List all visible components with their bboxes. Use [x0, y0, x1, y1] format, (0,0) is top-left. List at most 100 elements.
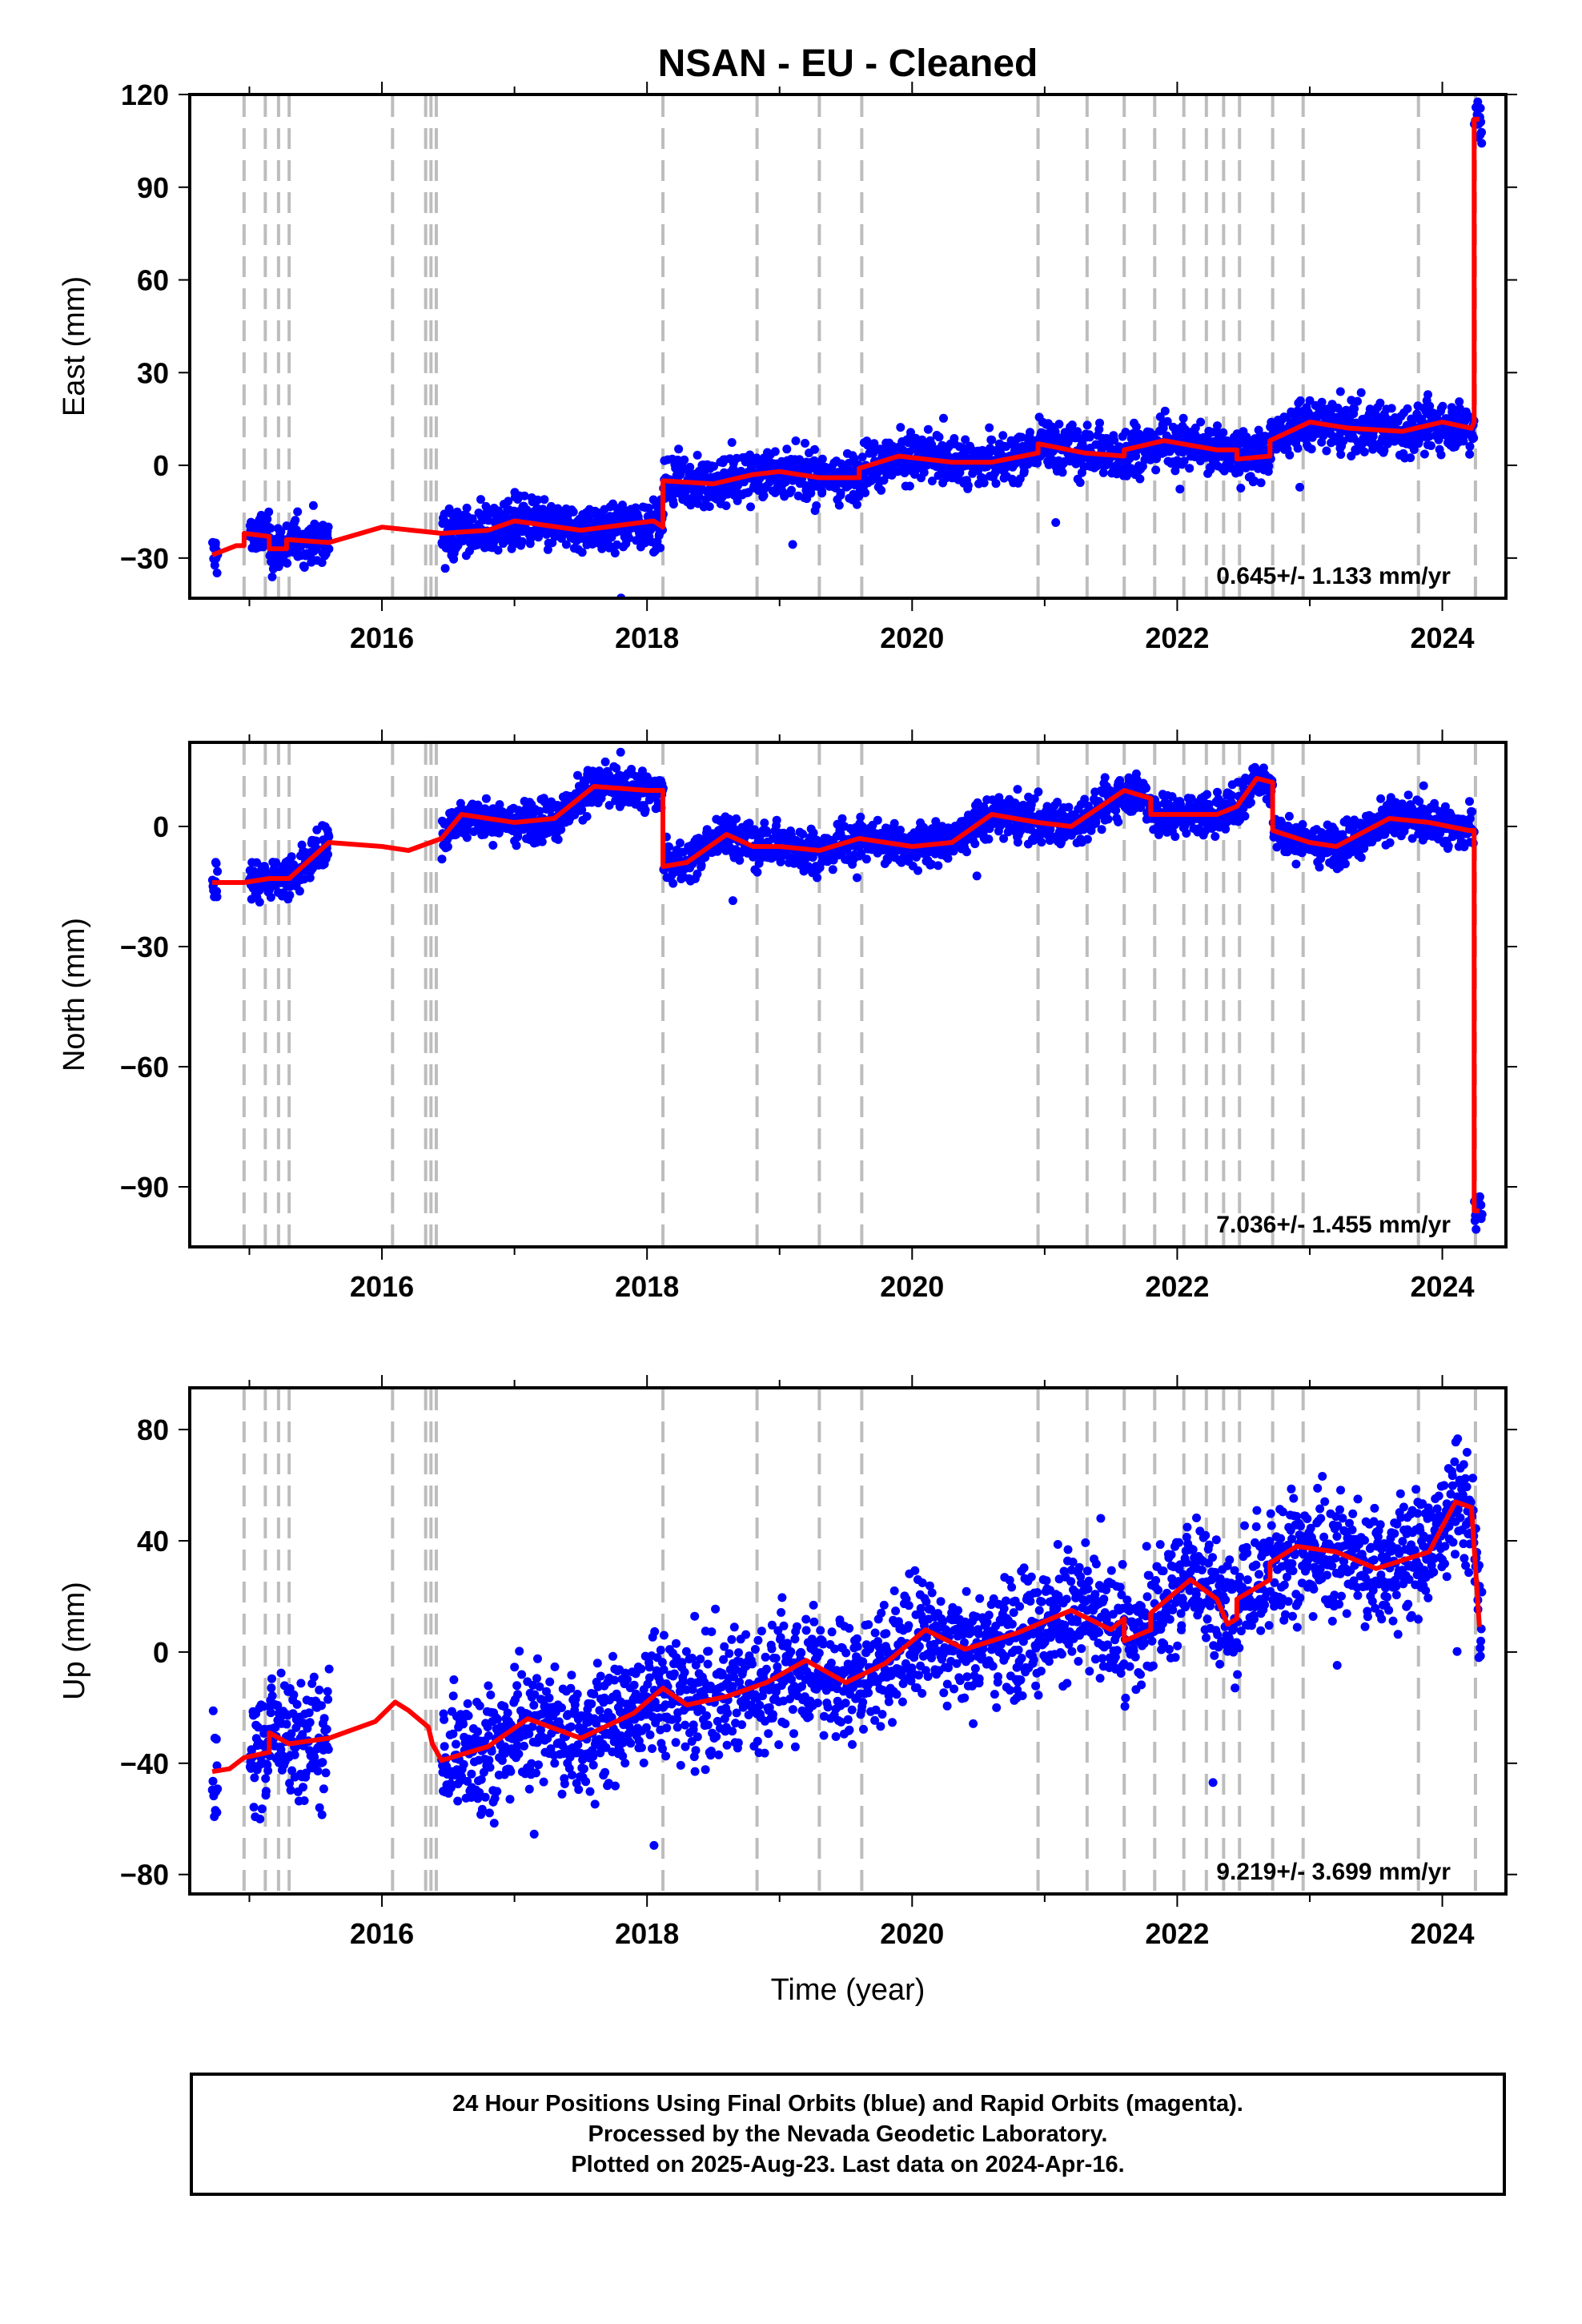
position-point — [255, 898, 264, 907]
position-point — [212, 892, 222, 902]
position-point — [299, 563, 309, 572]
position-point — [812, 501, 821, 510]
position-point — [266, 893, 275, 902]
position-point — [828, 865, 837, 875]
position-point — [1407, 834, 1417, 843]
position-point — [1219, 428, 1228, 437]
position-point — [1403, 790, 1413, 800]
position-point — [1460, 842, 1469, 851]
position-point — [1387, 404, 1396, 413]
position-point — [437, 854, 447, 864]
y-axis-label: East (mm) — [58, 276, 91, 416]
position-point — [912, 852, 921, 862]
position-point — [1406, 453, 1415, 463]
position-point — [1322, 446, 1331, 456]
y-tick-label: −30 — [120, 931, 169, 963]
plot-frame — [188, 741, 1508, 1248]
position-point — [1284, 811, 1294, 821]
position-point — [675, 838, 685, 848]
position-point — [1246, 798, 1255, 807]
x-tick-label: 2016 — [350, 621, 414, 654]
position-point — [1213, 421, 1222, 431]
position-point — [1476, 103, 1485, 113]
position-point — [1375, 398, 1385, 408]
position-point — [745, 818, 754, 828]
position-point — [568, 507, 578, 517]
position-point — [1051, 518, 1061, 527]
position-point — [680, 455, 689, 464]
position-point — [1097, 825, 1106, 834]
position-point — [1440, 802, 1450, 811]
position-point — [732, 814, 741, 823]
position-point — [810, 444, 819, 454]
x-tick-label: 2020 — [880, 621, 944, 654]
position-point — [1185, 464, 1195, 473]
position-point — [1023, 460, 1033, 469]
position-point — [295, 887, 304, 896]
position-point — [1175, 485, 1185, 494]
position-point — [1459, 436, 1468, 446]
position-point — [1227, 798, 1236, 807]
position-point — [287, 852, 296, 862]
position-point — [1013, 785, 1022, 794]
position-point — [1476, 1200, 1486, 1210]
position-point — [889, 818, 899, 828]
position-point — [770, 447, 780, 456]
position-point — [781, 477, 790, 487]
position-point — [468, 514, 477, 524]
position-point — [861, 854, 871, 864]
position-point — [1182, 829, 1191, 838]
position-point — [1477, 1209, 1487, 1219]
position-point — [836, 489, 845, 497]
position-point — [787, 485, 796, 495]
position-point — [440, 564, 450, 573]
position-point — [1264, 461, 1274, 471]
position-point — [582, 812, 592, 821]
position-point — [1030, 794, 1039, 803]
position-point — [308, 501, 318, 510]
position-point — [1067, 420, 1077, 430]
position-point — [440, 516, 449, 525]
position-point — [693, 450, 702, 460]
position-point — [577, 805, 587, 814]
position-point — [534, 533, 543, 542]
position-point — [504, 497, 513, 506]
position-point — [798, 830, 808, 838]
position-point — [210, 561, 219, 570]
position-point — [1094, 424, 1104, 434]
y-tick-label: −90 — [120, 1171, 169, 1204]
position-point — [735, 855, 745, 865]
position-point — [999, 834, 1009, 843]
position-point — [1196, 417, 1206, 427]
position-point — [873, 815, 882, 825]
position-point — [1240, 811, 1250, 821]
position-point — [1256, 478, 1266, 488]
position-point — [972, 871, 982, 881]
position-point — [213, 866, 223, 876]
position-point — [693, 869, 702, 879]
position-point — [211, 858, 221, 868]
position-point — [1443, 841, 1453, 850]
position-point — [979, 478, 989, 488]
position-point — [1336, 450, 1346, 459]
position-point — [934, 861, 943, 870]
position-point — [276, 527, 286, 537]
velocity-rate-label: 0.645+/- 1.133 mm/yr — [1216, 563, 1451, 589]
position-point — [1126, 464, 1136, 473]
position-point — [678, 464, 688, 474]
position-point — [323, 850, 332, 859]
position-point — [1151, 465, 1161, 475]
position-point — [998, 431, 1008, 440]
position-point — [1291, 859, 1301, 869]
position-point — [877, 485, 886, 495]
position-point — [791, 436, 801, 445]
position-point — [728, 896, 737, 906]
position-point — [1178, 413, 1188, 423]
plot-frame — [188, 93, 1508, 600]
position-point — [1135, 474, 1145, 484]
model-fit-line — [212, 776, 1480, 1213]
position-point — [624, 533, 634, 543]
position-point — [961, 435, 970, 444]
position-point — [857, 452, 867, 462]
